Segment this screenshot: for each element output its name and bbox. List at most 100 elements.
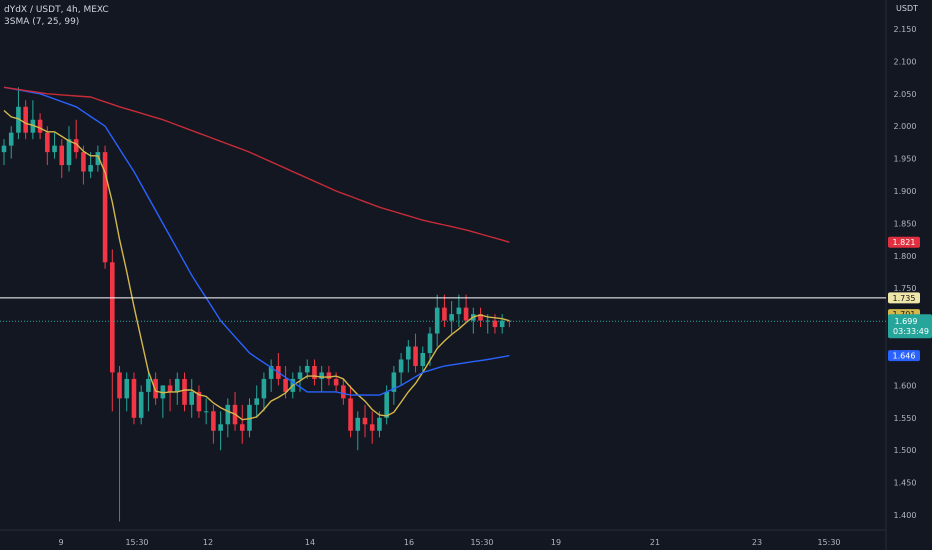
candle-body xyxy=(153,378,158,399)
candle-body xyxy=(283,378,288,392)
candle-body xyxy=(456,307,462,315)
hline-price-label: 1.735 xyxy=(893,294,916,303)
candle-body xyxy=(268,365,274,379)
y-tick-label: 2.000 xyxy=(894,122,917,131)
candle-body xyxy=(211,411,216,431)
candle-body xyxy=(434,307,440,334)
candle-body xyxy=(348,398,353,431)
y-tick-label: 2.050 xyxy=(894,90,917,99)
candle-body xyxy=(16,106,21,133)
sma99-price-label: 1.821 xyxy=(893,238,916,247)
candle-body xyxy=(102,152,108,263)
y-tick-label: 1.950 xyxy=(894,155,917,164)
candle-body xyxy=(355,417,361,431)
y-tick-label: 1.500 xyxy=(894,446,917,455)
candle-body xyxy=(110,262,115,373)
candle-body xyxy=(449,314,454,321)
x-tick-label: 12 xyxy=(203,538,213,547)
indicator-label[interactable]: 3SMA (7, 25, 99) xyxy=(4,17,80,27)
candle-body xyxy=(297,372,303,379)
y-tick-label: 2.100 xyxy=(894,57,917,66)
candle-body xyxy=(384,391,389,418)
candle-body xyxy=(427,333,433,353)
hline-price-label-bg xyxy=(888,292,920,304)
current-price-label: 1.699 xyxy=(895,317,918,326)
current-price-bg xyxy=(888,314,932,339)
candle-body xyxy=(362,417,368,425)
x-tick-label: 15:30 xyxy=(470,538,493,547)
x-tick-label: 14 xyxy=(305,538,315,547)
candle-body xyxy=(304,365,310,373)
countdown-label: 03:33:49 xyxy=(893,327,929,336)
sma99-line xyxy=(3,86,510,243)
y-tick-label: 1.750 xyxy=(894,284,917,293)
candle-body xyxy=(81,152,86,172)
y-tick-label: 1.600 xyxy=(894,381,917,390)
candle-body xyxy=(117,372,122,399)
candle-body xyxy=(463,307,469,321)
x-tick-label: 23 xyxy=(752,538,762,547)
candle-body xyxy=(406,346,411,360)
candle-body xyxy=(88,165,93,172)
candle-body xyxy=(182,378,187,405)
candle-body xyxy=(312,365,317,379)
y-tick-label: 1.800 xyxy=(894,252,917,261)
x-tick-label: 21 xyxy=(650,538,660,547)
candle-body xyxy=(52,145,57,153)
sma25-line xyxy=(3,86,510,396)
candle-body xyxy=(254,398,259,405)
candle-body xyxy=(167,385,173,392)
candle-body xyxy=(66,139,72,166)
candle-body xyxy=(30,119,36,133)
candle-body xyxy=(8,132,14,146)
y-tick-label: 1.400 xyxy=(894,511,917,520)
candle-body xyxy=(203,411,209,413)
candle-body xyxy=(319,372,324,379)
candle-body xyxy=(124,378,130,399)
sma25-price-label: 1.646 xyxy=(893,352,916,361)
candle-body xyxy=(174,378,180,392)
candle-body xyxy=(492,320,498,328)
candle-body xyxy=(146,378,151,392)
candle-body xyxy=(507,320,512,322)
candle-body xyxy=(326,372,332,379)
candle-body xyxy=(478,314,483,321)
x-tick-label: 15:30 xyxy=(817,538,840,547)
sma25-price-label-bg xyxy=(888,350,920,362)
candle-body xyxy=(95,152,101,166)
candle-body xyxy=(333,378,339,386)
candle-body xyxy=(218,424,223,431)
candle-body xyxy=(1,145,7,153)
candle-body xyxy=(485,320,491,322)
x-tick-label: 16 xyxy=(404,538,414,547)
candle-body xyxy=(225,404,231,425)
y-tick-label: 1.850 xyxy=(894,219,917,228)
candle-body xyxy=(196,391,202,412)
candle-body xyxy=(499,320,505,328)
candle-body xyxy=(37,119,43,133)
candle-body xyxy=(247,404,252,431)
candle-body xyxy=(73,139,79,153)
candle-body xyxy=(391,372,397,392)
x-tick-label: 15:30 xyxy=(125,538,148,547)
candle-body xyxy=(369,424,375,431)
candle-body xyxy=(420,353,426,366)
candle-body xyxy=(413,346,418,366)
candle-body xyxy=(23,106,28,133)
candle-body xyxy=(341,385,346,399)
x-tick-label: 9 xyxy=(58,538,63,547)
candle-body xyxy=(239,424,245,431)
sma7-line xyxy=(3,109,510,421)
candle-body xyxy=(131,378,137,418)
sma99-price-label-bg xyxy=(888,236,920,248)
y-tick-label: 1.550 xyxy=(894,414,917,423)
candle-body xyxy=(59,145,65,166)
candle-body xyxy=(442,307,447,321)
candle-body xyxy=(398,359,404,373)
candle-body xyxy=(189,391,195,405)
y-tick-label: 1.450 xyxy=(894,479,917,488)
candle-body xyxy=(138,391,144,418)
y-tick-label: 2.150 xyxy=(894,25,917,34)
candle-body xyxy=(45,132,50,153)
